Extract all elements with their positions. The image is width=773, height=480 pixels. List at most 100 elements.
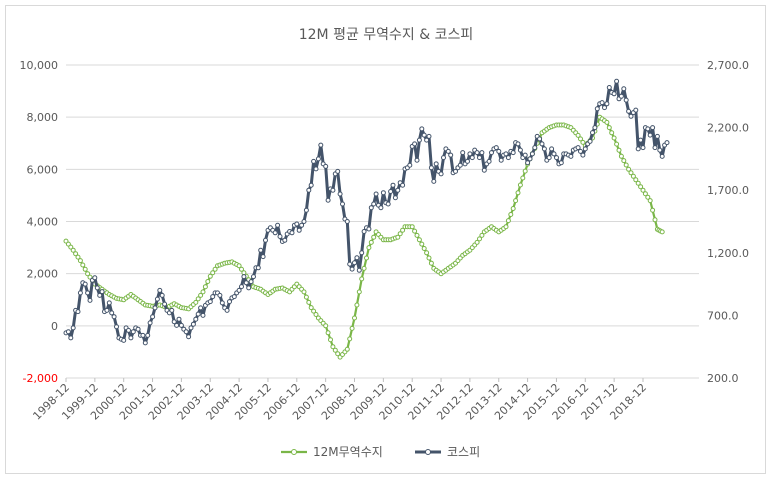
series-2-marker — [87, 297, 93, 303]
series-1-marker — [616, 147, 622, 153]
series-2-marker — [407, 162, 413, 168]
series-1-marker — [618, 153, 624, 159]
series-2-marker — [395, 187, 401, 193]
legend-swatch-marker — [291, 449, 297, 455]
series-1-marker — [414, 232, 420, 238]
series-2-marker — [477, 155, 482, 161]
series-2-marker — [258, 247, 264, 253]
series-1-marker — [368, 239, 374, 245]
series-1-marker — [335, 351, 341, 357]
series-1-marker — [354, 302, 360, 308]
series-2-marker — [515, 141, 521, 147]
series-2-marker — [640, 145, 646, 151]
series-2-marker — [323, 163, 329, 169]
series-2-marker — [385, 201, 391, 207]
chart-frame: 12M 평균 무역수지 & 코스피 -2,000 0 2,000 4,000 6,000… — [5, 5, 766, 474]
series-1-marker — [356, 289, 362, 295]
series-2-marker — [303, 207, 309, 213]
series-1-marker — [205, 279, 211, 284]
series-2-marker — [469, 155, 475, 161]
series-1-marker — [236, 263, 242, 269]
series-2-marker — [594, 106, 600, 112]
series-1-marker — [308, 305, 314, 311]
y-left-tick-label: 4,000 — [27, 216, 59, 229]
series-2-marker — [340, 201, 345, 207]
series-2-marker — [525, 160, 531, 166]
series-2-marker — [575, 145, 581, 151]
series-2-marker — [424, 137, 430, 143]
series-2-marker — [558, 160, 564, 166]
series-2-marker — [318, 142, 324, 148]
series-2-marker — [421, 132, 427, 138]
series-2-marker — [337, 191, 343, 197]
series-2-marker — [330, 187, 336, 193]
series-2-marker — [664, 140, 670, 146]
y-axis-left: -2,000 0 2,000 4,000 6,000 8,000 10,000 — [20, 59, 59, 385]
series-2-marker — [289, 230, 295, 236]
series-2-marker — [481, 167, 487, 173]
series-2-marker — [414, 157, 420, 163]
series-2-marker — [306, 187, 312, 193]
gridlines — [66, 64, 699, 379]
series-2-marker — [592, 125, 598, 131]
series-2-marker — [335, 168, 341, 174]
series-2-marker — [604, 101, 610, 107]
series-1-marker — [303, 294, 309, 300]
series-1-marker — [200, 289, 206, 295]
y-right-tick-label: 700.0 — [707, 309, 739, 322]
series-1-marker — [77, 258, 83, 264]
series-2-marker — [277, 234, 283, 239]
series-2-marker — [390, 182, 396, 188]
series-2-marker — [210, 294, 216, 300]
series-2-marker — [366, 226, 372, 232]
y-left-tick-label: 8,000 — [27, 111, 59, 124]
series-1-marker — [652, 217, 658, 223]
series-2-marker — [412, 141, 418, 147]
series-2-marker — [359, 250, 365, 256]
series-2-marker — [114, 324, 119, 330]
series-2-marker — [159, 292, 165, 298]
series-2-marker — [135, 326, 141, 332]
series-2-marker — [496, 148, 502, 154]
y-left-tick-label: 0 — [51, 320, 58, 333]
series-2-marker — [282, 237, 288, 243]
series-2-marker — [392, 195, 398, 201]
series-2-marker — [527, 156, 533, 162]
series-1-marker — [623, 162, 629, 168]
series-2-marker — [448, 152, 454, 158]
series-2-marker — [522, 152, 528, 158]
series-2-marker — [104, 307, 110, 313]
series-2-marker — [140, 332, 146, 338]
series-1-marker — [424, 250, 430, 256]
series-1-marker — [609, 130, 615, 136]
series-2-marker — [92, 275, 98, 281]
series-2-marker — [313, 166, 319, 172]
series-1-marker — [195, 296, 201, 302]
series-1-marker — [477, 236, 482, 242]
series-2-marker — [602, 105, 607, 111]
series-2-marker — [183, 329, 189, 335]
series-2-marker — [606, 85, 612, 90]
y-right-tick-label: 2,700.0 — [707, 59, 749, 72]
series-1-marker — [635, 180, 641, 186]
series-2-marker — [650, 125, 656, 131]
series-1-marker — [306, 299, 312, 305]
series-2-marker — [474, 150, 480, 156]
y-right-tick-label: 200.0 — [707, 372, 739, 385]
series-2-marker — [241, 274, 247, 280]
series-2-marker — [623, 97, 629, 103]
series-2-marker — [590, 130, 595, 136]
chart-title: 12M 평균 무역수지 & 코스피 — [299, 27, 474, 43]
series-1-marker — [647, 198, 653, 204]
series-2-marker — [657, 147, 663, 153]
series-2-marker — [243, 280, 249, 286]
series-2-marker — [248, 279, 254, 285]
series-2-marker — [207, 299, 213, 305]
series-2-marker — [541, 146, 547, 152]
series-1-marker — [633, 177, 639, 183]
series-1-marker — [642, 191, 648, 197]
series-2-marker — [433, 161, 439, 167]
series-2-marker — [453, 168, 458, 174]
series-1-marker — [73, 251, 79, 257]
series-2-marker — [498, 157, 504, 163]
